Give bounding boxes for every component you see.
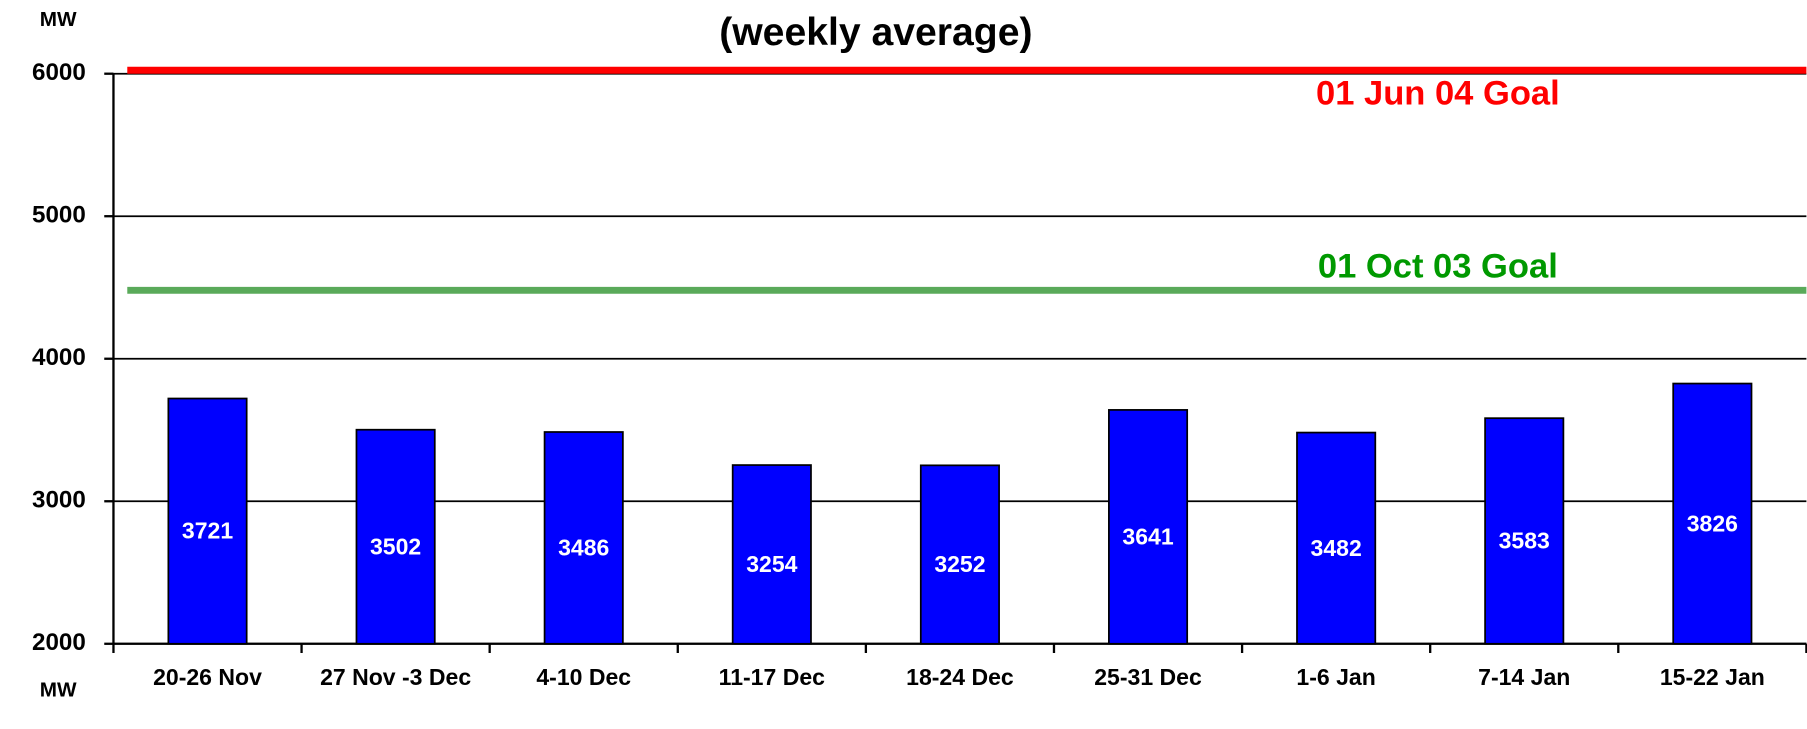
- x-tick-label-box: 7-14 Jan: [1478, 665, 1571, 691]
- x-tick-label: 1-6 Jan: [1296, 665, 1376, 691]
- data-label: 3486: [558, 534, 609, 560]
- y-unit-label: MW: [40, 8, 77, 31]
- x-tick-label-box: 25-31 Dec: [1094, 665, 1202, 691]
- x-tick-label: 20-26 Nov: [153, 665, 262, 691]
- bar: [1296, 431, 1377, 645]
- x-tick-label: 18-24 Dec: [906, 665, 1014, 691]
- x-tick-label-box: 4-10 Dec: [536, 665, 632, 691]
- bar: [167, 397, 248, 645]
- x-tick-label-box: 11-17 Dec: [718, 665, 825, 691]
- data-label: 3502: [370, 533, 421, 559]
- y-tick-label: 6000: [32, 59, 86, 86]
- bar: [1108, 409, 1189, 645]
- x-tick-label: 11-17 Dec: [718, 665, 825, 691]
- goal-label: 01 Oct 03 Goal: [1318, 248, 1558, 286]
- x-tick-label-box: 20-26 Nov: [153, 665, 262, 691]
- x-tick-label: 4-10 Dec: [536, 665, 632, 691]
- x-tick-label: 7-14 Jan: [1478, 665, 1571, 691]
- y-tick-label: 3000: [32, 487, 86, 514]
- bar: [1484, 417, 1565, 645]
- x-tick-label-box: 15-22 Jan: [1659, 665, 1765, 691]
- x-tick-label: 27 Nov -3 Dec: [320, 665, 472, 691]
- x-tick-label-box: 18-24 Dec: [906, 665, 1014, 691]
- x-tick-label-box: 27 Nov -3 Dec: [320, 665, 472, 691]
- goal-label: 01 Jun 04 Goal: [1316, 75, 1560, 113]
- x-tick-label: 15-22 Jan: [1659, 665, 1765, 691]
- y-tick-label: 2000: [32, 629, 86, 656]
- x-tick-label: 25-31 Dec: [1094, 665, 1202, 691]
- bar: [919, 464, 1000, 645]
- data-label: 3721: [182, 518, 233, 544]
- data-label: 3641: [1122, 523, 1173, 549]
- bar: [355, 428, 436, 645]
- data-label: 3254: [746, 551, 797, 577]
- data-label: 3826: [1687, 510, 1738, 536]
- data-label: 3482: [1311, 535, 1362, 561]
- x-unit-label: MW: [40, 678, 77, 701]
- bar: [543, 431, 624, 645]
- data-label: 3583: [1499, 528, 1550, 554]
- y-tick-label: 4000: [32, 344, 86, 371]
- x-tick-label-box: 1-6 Jan: [1296, 665, 1376, 691]
- data-label: 3252: [934, 551, 985, 577]
- chart-subtitle: (weekly average): [719, 11, 1032, 54]
- bar: [731, 464, 812, 645]
- bar: [1672, 382, 1753, 645]
- y-tick-label: 5000: [32, 202, 86, 229]
